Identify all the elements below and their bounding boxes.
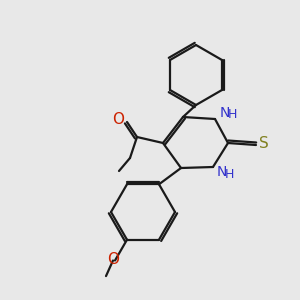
Text: S: S: [259, 136, 269, 152]
Text: H: H: [224, 167, 234, 181]
Text: N: N: [217, 165, 227, 179]
Text: O: O: [107, 252, 119, 267]
Text: H: H: [227, 109, 237, 122]
Text: N: N: [220, 106, 230, 120]
Text: O: O: [112, 112, 124, 128]
